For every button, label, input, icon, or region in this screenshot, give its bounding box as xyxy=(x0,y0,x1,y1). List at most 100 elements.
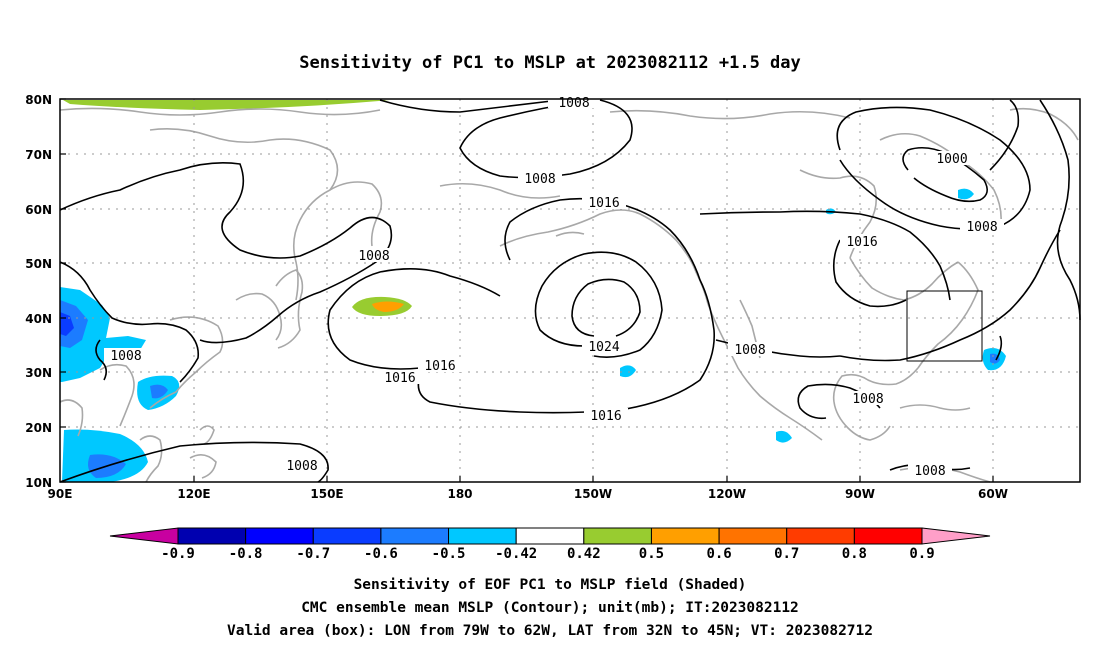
figure-title: Sensitivity of PC1 to MSLP at 2023082112… xyxy=(299,53,801,73)
contour-1016-pacific-high xyxy=(417,197,716,414)
coast-gulf-mexico xyxy=(832,367,919,403)
contour-label-1000-low: 1000 xyxy=(936,152,967,167)
colorbar: -0.9 -0.8 -0.7 -0.6 -0.5 -0.42 0.42 0.5 0.6 0.7 0.… xyxy=(109,527,991,562)
lat-label-50n: 50N xyxy=(25,257,52,271)
shade-negative-epac xyxy=(776,430,792,443)
footer-line-2: CMC ensemble mean MSLP (Contour); unit(m… xyxy=(301,600,799,616)
contour-label-1016-canada: 1016 xyxy=(846,235,877,250)
colorbar-high-triangle xyxy=(921,527,991,545)
coast-china xyxy=(149,316,224,409)
colorbar-box xyxy=(583,527,652,545)
colorbar-box xyxy=(853,527,923,545)
coast-chukotka xyxy=(439,182,561,199)
coast-alaska xyxy=(499,209,709,305)
contour-label-1016-west-a: 1016 xyxy=(384,371,415,386)
coast-korea-japan xyxy=(235,292,283,341)
contour-east-edge xyxy=(1039,99,1081,321)
colorbar-label: 0.8 xyxy=(842,546,867,562)
lon-label-120e: 120E xyxy=(177,487,210,501)
colorbar-box xyxy=(380,527,450,545)
contour-label-1008-alaska: 1008 xyxy=(524,172,555,187)
contour-1008-east xyxy=(839,229,1061,362)
sensitivity-shading xyxy=(60,100,1006,482)
colorbar-boxes xyxy=(177,527,923,545)
lon-label-90w: 90W xyxy=(845,487,875,501)
coast-great-lakes xyxy=(849,257,959,301)
contour-1008-scs xyxy=(95,339,108,381)
contour-label-1008-labrador: 1008 xyxy=(966,220,997,235)
colorbar-label: -0.9 xyxy=(161,546,195,562)
contour-1008-greenland xyxy=(989,99,1020,171)
lon-label-150w: 150W xyxy=(574,487,612,501)
contour-1008-bottom xyxy=(59,441,329,483)
coast-kamchatka xyxy=(329,181,383,247)
colorbar-label: -0.42 xyxy=(495,546,537,562)
footer-line-3: Valid area (box): LON from 79W to 62W, L… xyxy=(227,623,873,639)
coast-japan xyxy=(275,269,304,349)
longitude-labels: 90E 120E 150E 180 150W 120W 90W 60W xyxy=(48,487,1008,501)
contour-1008-top xyxy=(379,99,561,113)
axis-ticks xyxy=(60,98,994,483)
colorbar-box xyxy=(312,527,382,545)
colorbar-label: 0.6 xyxy=(706,546,731,562)
colorbar-label: 0.7 xyxy=(774,546,799,562)
coast-indochina xyxy=(139,435,163,483)
lat-label-20n: 20N xyxy=(25,421,52,435)
mslp-contours xyxy=(59,99,1081,483)
lon-label-120w: 120W xyxy=(708,487,746,501)
contour-label-1016-west-b: 1016 xyxy=(424,359,455,374)
coast-gulf-tonkin xyxy=(99,363,135,427)
coast-arctic-eurasia xyxy=(59,107,381,116)
contour-label-1008-bottom: 1008 xyxy=(286,459,317,474)
footer-line-1: Sensitivity of EOF PC1 to MSLP field (Sh… xyxy=(354,577,747,593)
contour-1016-west xyxy=(327,268,501,370)
lat-label-60n: 60N xyxy=(25,203,52,217)
shade-negative-indochina xyxy=(60,287,146,382)
valid-area-box xyxy=(906,290,983,362)
contour-1008-china xyxy=(59,261,200,383)
latitude-labels: 80N 70N 60N 50N 40N 30N 20N 10N xyxy=(25,93,52,490)
contour-label-1008-japan: 1008 xyxy=(358,249,389,264)
coast-greenland xyxy=(1009,107,1079,141)
colorbar-low-triangle xyxy=(109,527,179,545)
coast-aleutians xyxy=(555,231,585,237)
contour-1016-canada xyxy=(699,210,951,301)
contour-1016-inner xyxy=(534,251,663,358)
coast-yucatan xyxy=(833,401,891,441)
lat-label-40n: 40N xyxy=(25,312,52,326)
contour-1008-siberia xyxy=(59,162,393,344)
contour-label-1016-alaska: 1016 xyxy=(588,196,619,211)
colorbar-label: -0.8 xyxy=(229,546,263,562)
colorbar-box xyxy=(650,527,720,545)
coast-hudson-bay xyxy=(799,169,878,259)
lon-label-90e: 90E xyxy=(48,487,73,501)
contour-label-1008-mexico: 1008 xyxy=(734,343,765,358)
colorbar-label: 0.42 xyxy=(567,546,601,562)
colorbar-label: -0.7 xyxy=(296,546,330,562)
contour-1016-lakes xyxy=(832,239,907,308)
shade-positive-core xyxy=(372,301,404,312)
lon-label-150e: 150E xyxy=(310,487,343,501)
colorbar-label: 0.5 xyxy=(639,546,664,562)
colorbar-label: -0.5 xyxy=(432,546,466,562)
contour-label-1024: 1024 xyxy=(588,340,619,355)
lon-label-180: 180 xyxy=(447,487,472,501)
contour-label-1008-gulf: 1008 xyxy=(852,392,883,407)
lon-label-60w: 60W xyxy=(978,487,1008,501)
lat-label-80n: 80N xyxy=(25,93,52,107)
contour-1024 xyxy=(571,278,641,337)
colorbar-labels: -0.9 -0.8 -0.7 -0.6 -0.5 -0.42 0.42 0.5 0.6 0.7 0.… xyxy=(161,546,935,562)
shade-negative-mid-pacific xyxy=(620,365,636,378)
graticule xyxy=(60,99,1080,482)
lat-label-10n: 10N xyxy=(25,476,52,490)
colorbar-box xyxy=(245,527,314,545)
lat-label-70n: 70N xyxy=(25,148,52,162)
colorbar-box xyxy=(177,527,247,545)
coast-philippines xyxy=(189,454,217,479)
map-frame xyxy=(59,98,1081,483)
contour-label-1016-south: 1016 xyxy=(590,409,621,424)
shade-negative-scs-core xyxy=(150,384,168,399)
coast-west-america xyxy=(707,303,823,441)
colorbar-box xyxy=(718,527,788,545)
